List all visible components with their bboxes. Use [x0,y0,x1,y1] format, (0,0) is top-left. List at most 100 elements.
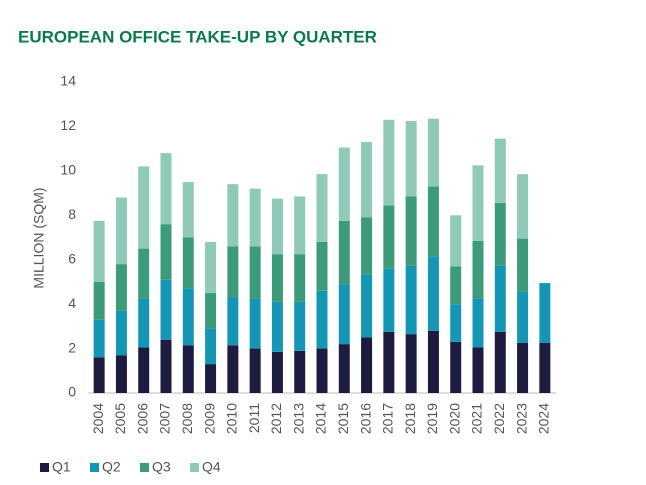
bar-segment [138,248,150,299]
y-tick-label: 14 [60,73,76,89]
bar-segment [205,241,217,294]
legend-swatch [90,463,99,472]
bar-segment [205,328,217,365]
bar-segment [160,153,172,225]
y-tick-label: 8 [68,206,76,222]
bar-segment [160,279,172,340]
bar-segment [271,351,283,393]
bar-segment [271,254,283,302]
legend-swatch [40,463,49,472]
x-tick-label: 2021 [469,403,485,434]
bar-segment [383,331,395,393]
bar-segment [427,186,439,257]
y-tick-label: 10 [60,162,76,178]
bar-segment [316,290,328,349]
bar-segment [115,197,127,265]
bar-segment [316,241,328,291]
legend-label: Q1 [52,459,71,475]
bar-segment [494,138,506,204]
bar-segment [93,220,105,282]
bar-segment [271,301,283,352]
bar-segment [383,119,395,206]
x-tick-label: 2022 [491,403,507,434]
bar-segment [160,224,172,280]
bar-segment [539,283,551,344]
bar-segment [227,297,239,346]
x-tick-label: 2018 [402,403,418,434]
bar-segment [249,246,261,299]
x-tick-label: 2023 [513,403,529,434]
bar-segment [450,304,462,342]
bar-segment [450,215,462,267]
bar-segment [517,174,529,239]
y-tick-label: 4 [68,295,76,311]
y-tick-label: 0 [68,384,76,400]
bar-segment [472,347,484,393]
bar-segment [517,291,529,344]
legend-label: Q3 [152,459,171,475]
x-tick-label: 2007 [157,403,173,434]
bar-segment [227,345,239,393]
y-tick-label: 6 [68,250,76,266]
bar-segment [138,166,150,249]
bar-segment [294,301,306,351]
x-tick-label: 2006 [134,403,150,434]
bar-segment [294,196,306,255]
bar-segment [115,355,127,393]
bar-segment [115,310,127,356]
bar-segment [361,274,373,338]
bar-segment [93,319,105,358]
bar-segment [227,184,239,247]
bar-segment [517,238,529,292]
legend-label: Q4 [202,459,221,475]
x-tick-label: 2011 [246,403,262,433]
bar-segment [316,174,328,242]
bar-segment [427,118,439,187]
bar-segment [427,330,439,393]
bar-segment [316,348,328,393]
legend-swatch [140,463,149,472]
x-tick-label: 2008 [179,403,195,434]
bar-segment [472,165,484,241]
bar-segment [494,331,506,393]
bar-segment [294,254,306,302]
x-tick-label: 2004 [90,403,106,434]
bar-segment [138,347,150,393]
bar-segment [205,293,217,329]
bar-segment [338,344,350,393]
bar-segment [182,181,194,238]
bar-segment [205,364,217,393]
bar-segment [271,198,283,255]
bar-segment [227,246,239,298]
bar-segment [427,256,439,331]
bar-segment [182,288,194,346]
legend-label: Q2 [102,459,121,475]
y-tick-label: 2 [68,339,76,355]
bar-segment [338,220,350,285]
x-tick-label: 2016 [357,403,373,434]
bar-segment [182,237,194,289]
x-tick-label: 2013 [290,403,306,434]
chart-title: EUROPEAN OFFICE TAKE-UP BY QUARTER [18,27,377,46]
legend-swatch [190,463,199,472]
bar-segment [361,337,373,393]
bar-segment [472,298,484,348]
bar-segment [361,217,373,275]
bar-segment [249,188,261,247]
x-tick-label: 2024 [536,403,552,434]
y-axis-label: MILLION (SQM) [31,187,47,288]
bar-segment [472,240,484,299]
bar-segment [361,141,373,218]
bar-segment [338,284,350,345]
bar-segment [115,264,127,311]
x-tick-label: 2014 [313,403,329,434]
bar-segment [338,147,350,221]
bar-segment [494,265,506,332]
x-tick-label: 2012 [268,403,284,434]
bar-segment [383,205,395,269]
bar-segment [383,268,395,332]
bar-segment [138,298,150,348]
bar-segment [93,357,105,393]
bar-segment [405,196,417,266]
